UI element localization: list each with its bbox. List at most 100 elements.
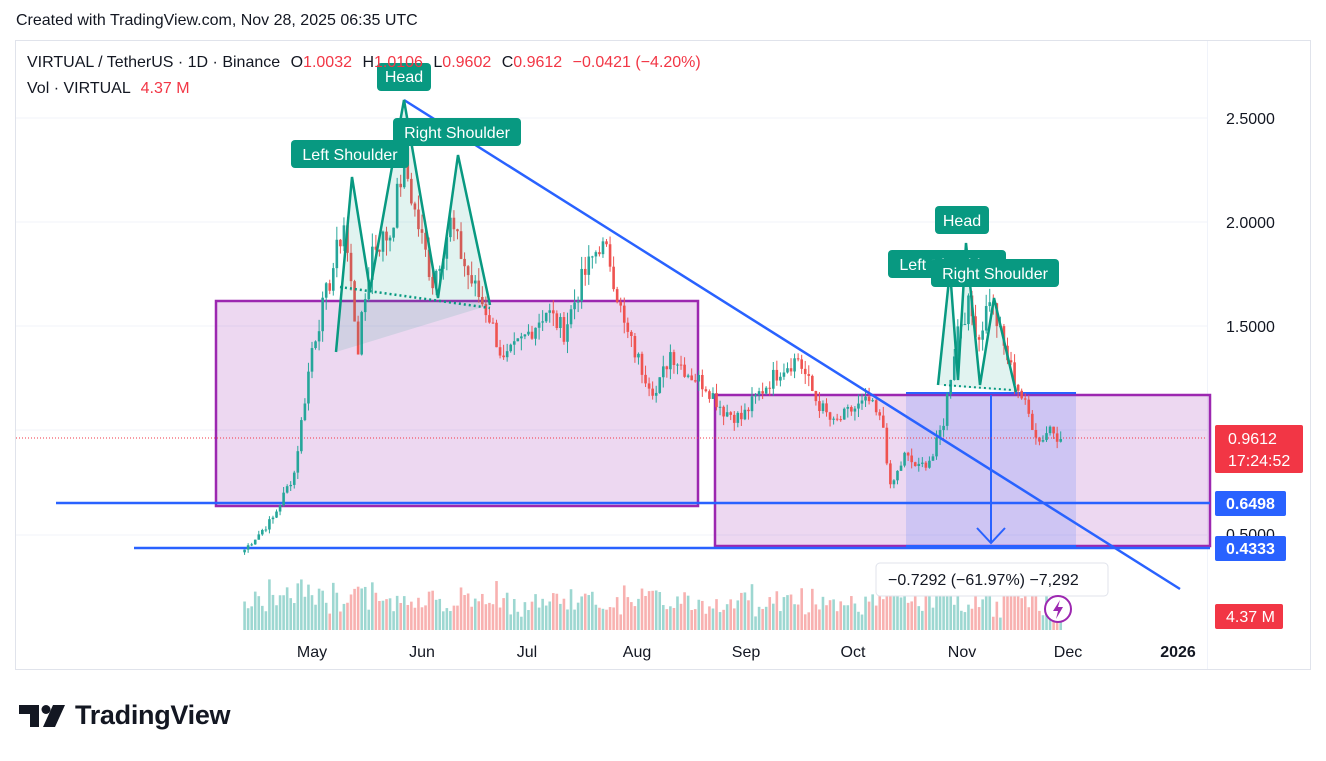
volume-bar [314,604,317,630]
candle-body [938,430,942,438]
candle-body [757,391,761,395]
volume-bar [732,608,736,630]
candle-body [881,415,885,428]
candle-body [417,209,420,230]
volume-bar [708,606,711,630]
candle-body [931,456,935,461]
volume-bar [889,587,892,630]
volume-bar [264,611,268,630]
volume-bar [991,616,995,630]
volume-bar [484,604,488,630]
legend-close-label: C [501,54,514,71]
volume-bar [974,591,977,630]
candle-body [644,374,647,384]
candle-body [246,545,250,550]
candle-body [591,256,594,258]
volume-bar [1027,607,1031,630]
volume-bar [658,592,662,630]
price-axis[interactable]: 2.5000 2.0000 1.5000 0.5000 [1226,111,1275,544]
volume-bar [917,606,921,630]
candle-body [842,408,846,420]
candle-body [271,517,275,520]
last-price-tag: 0.9612 17:24:52 [1215,425,1303,473]
descending-trendline[interactable] [403,98,1181,591]
candle-body [686,375,690,377]
candle-body [523,334,527,337]
label-head-2[interactable]: Head [935,206,989,234]
label-left-shoulder-1[interactable]: Left Shoulder [291,140,409,168]
range-box-left[interactable] [214,299,700,508]
candle-body [633,335,637,358]
candle-body [740,412,743,420]
volume-bar [988,591,992,630]
candle-body [257,534,261,540]
label-right-shoulder-2[interactable]: Right Shoulder [931,259,1059,287]
candle-body [697,374,701,382]
volume-bar [459,587,463,630]
candle-body [732,414,736,423]
volume-bar [456,605,459,630]
volume-bar [605,609,608,630]
time-axis[interactable]: May Jun Jul Aug Sep Oct Nov Dec 2026 [297,644,1196,661]
volume-bar [984,590,988,630]
volume-bar [587,595,591,630]
candle-body [690,375,693,381]
candle-body [1048,426,1052,434]
candle-body [253,539,257,545]
volume-bar [1034,591,1038,630]
candle-body [661,366,665,378]
chart-frame[interactable] [15,40,1311,670]
candle-body [374,246,378,250]
candle-body [339,239,342,247]
tradingview-logo-icon [19,704,65,727]
candle-body [463,258,466,267]
candle-body [413,203,417,210]
candle-body [424,232,427,250]
candle-body [889,463,892,485]
label-right-shoulder-1[interactable]: Right Shoulder [393,118,521,146]
candle-body [850,407,853,412]
candle-body [598,252,601,255]
candle-body [573,302,576,310]
volume-bar [967,604,970,630]
hs-pattern-1-outline[interactable] [334,99,492,353]
volume-bar [850,596,853,630]
candle-body [903,452,906,466]
volume-bar [392,611,395,630]
volume-bar [555,593,559,630]
lightning-icon[interactable] [1044,595,1072,623]
volume-bar [502,598,505,630]
volume-bar [679,603,683,630]
candle-body [452,217,456,230]
y-tick-2.0: 2.0000 [1226,215,1275,232]
candle-body [910,455,913,463]
candle-body [268,519,271,530]
volume-bar [693,609,697,630]
volume-bar [516,611,520,630]
candle-body [654,392,658,396]
label-head-1[interactable]: Head [377,63,431,91]
volume-bar [637,598,640,630]
candle-body [303,403,307,421]
candle-body [410,178,413,204]
candle-body [555,313,559,329]
candle-body [282,492,285,506]
volume-bar [864,596,867,630]
legend-vol-value: 4.37 M [140,80,190,97]
volume-bar [310,595,314,630]
candle-body [683,364,686,377]
candle-body [701,374,704,390]
candle-body [828,412,832,420]
candle-body [747,409,750,412]
volume-bar [761,608,764,630]
volume-bar [523,602,527,630]
tradingview-logo[interactable]: TradingView [17,700,231,731]
candle-body [1055,433,1059,442]
candle-body [445,237,449,259]
candle-body [988,302,992,307]
candle-body [672,352,676,365]
volume-bar [669,606,672,630]
candle-body [708,391,711,399]
volume-bar [512,599,516,630]
